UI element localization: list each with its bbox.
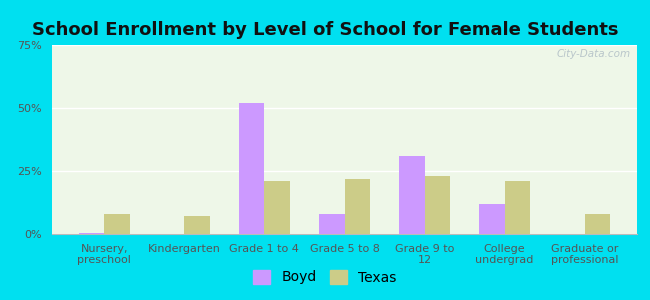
Bar	[344, 178, 370, 234]
Legend: Boyd, Texas: Boyd, Texas	[248, 264, 402, 290]
Bar	[479, 204, 504, 234]
Text: City-Data.com: City-Data.com	[557, 49, 631, 59]
Bar	[239, 103, 265, 234]
Bar	[265, 181, 290, 234]
Bar	[319, 214, 344, 234]
Bar	[585, 214, 610, 234]
Bar	[399, 156, 424, 234]
Bar	[424, 176, 450, 234]
Bar	[185, 216, 210, 234]
Text: School Enrollment by Level of School for Female Students: School Enrollment by Level of School for…	[32, 21, 618, 39]
Bar	[79, 233, 104, 234]
Bar	[504, 181, 530, 234]
Bar	[104, 214, 130, 234]
